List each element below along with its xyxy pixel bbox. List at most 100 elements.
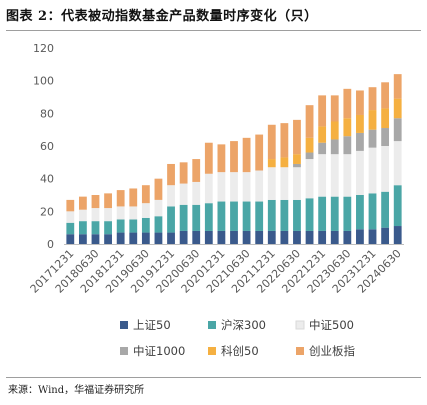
bar-segment	[217, 172, 226, 202]
bar-segment	[381, 82, 390, 109]
bar-segment	[368, 147, 377, 194]
legend-swatch	[296, 347, 304, 355]
bar-segment	[305, 137, 314, 153]
bar-segment	[230, 230, 238, 244]
bar-segment	[343, 118, 352, 137]
bar-segment	[179, 162, 188, 184]
bar-segment	[66, 234, 75, 244]
y-tick-label: 0	[47, 238, 54, 251]
bar-segment	[267, 167, 276, 200]
bar-segment	[318, 196, 327, 231]
bar-segment	[66, 199, 75, 212]
bar-segment	[217, 201, 226, 231]
bar-segment	[267, 124, 276, 160]
bar-segment	[204, 173, 213, 204]
y-tick-label: 20	[40, 205, 54, 218]
bar-segment	[66, 211, 75, 223]
bar-segment	[393, 74, 402, 99]
legend-label: 创业板指	[309, 344, 355, 358]
bar-segment	[330, 139, 339, 155]
bar-segment	[330, 95, 339, 122]
bar-segment	[141, 232, 150, 244]
bar-segment	[242, 230, 251, 244]
source-divider	[6, 377, 421, 378]
bar-segment	[154, 178, 163, 200]
bar-segment	[242, 172, 251, 202]
title-divider	[6, 30, 421, 31]
bar-segment	[393, 226, 402, 244]
y-tick-label: 40	[40, 173, 54, 186]
bar-segment	[318, 230, 327, 244]
bar-segment	[293, 119, 301, 155]
bar-segment	[91, 234, 100, 244]
bar-segment	[154, 199, 163, 217]
bar-segment	[129, 219, 138, 233]
x-axis: 2017123120180630201812312019063020191231…	[28, 244, 404, 296]
bar-segment	[356, 90, 364, 115]
bar-segment	[78, 221, 87, 235]
bar-segment	[167, 185, 175, 207]
y-tick-label: 60	[40, 140, 54, 153]
bar-segment	[255, 230, 264, 244]
bar-segment	[192, 181, 201, 205]
bar-segment	[381, 108, 390, 129]
y-tick-label: 100	[33, 75, 54, 88]
bar-segment	[141, 203, 150, 218]
bar-segment	[343, 230, 352, 244]
bar-segment	[116, 190, 125, 207]
bar-segment	[179, 204, 188, 231]
y-tick-label: 120	[33, 42, 54, 55]
bar-segment	[305, 159, 314, 199]
bar-segment	[330, 196, 339, 231]
bar-segment	[204, 142, 213, 174]
bar-segment	[192, 230, 201, 244]
bar-segment	[78, 234, 87, 244]
bar-segment	[293, 230, 301, 244]
bar-segment	[318, 142, 327, 155]
bar-segment	[104, 221, 112, 235]
bar-segment	[255, 170, 264, 202]
bar-segment	[104, 234, 112, 244]
bar-segment	[393, 98, 402, 119]
bar-segment	[116, 232, 125, 244]
bar-segment	[104, 193, 112, 209]
bar-segment	[305, 105, 314, 138]
bar-segment	[91, 221, 100, 235]
bar-segment	[66, 222, 75, 235]
legend-swatch	[208, 347, 216, 355]
bar-segment	[280, 167, 289, 200]
bar-segment	[167, 163, 175, 186]
bar-segment	[343, 88, 352, 119]
bar-segment	[230, 201, 238, 231]
bar-segment	[280, 123, 289, 158]
bar-segment	[204, 230, 213, 244]
bar-segment	[356, 150, 364, 195]
bar-segment	[267, 159, 276, 168]
legend-swatch	[120, 321, 128, 329]
bar-segment	[255, 134, 264, 171]
legend-label: 中证500	[309, 318, 354, 332]
legend-swatch	[208, 321, 216, 329]
legend-label: 中证1000	[133, 344, 185, 358]
bar-segment	[204, 203, 213, 231]
bar-segment	[381, 146, 390, 192]
bar-segment	[343, 196, 352, 231]
bar-segment	[368, 110, 377, 130]
bar-segment	[318, 126, 327, 143]
bar-segment	[368, 229, 377, 244]
bar-segment	[330, 154, 339, 197]
bar-segment	[179, 183, 188, 205]
bar-segment	[267, 230, 276, 244]
bar-segment	[91, 195, 100, 209]
bar-segment	[255, 201, 264, 231]
bar-segment	[242, 137, 251, 173]
y-tick-label: 80	[40, 107, 54, 120]
y-axis: 0 20 40 60 80 100 120	[33, 42, 54, 251]
legend-swatch	[295, 320, 305, 330]
legend-label: 上证50	[133, 318, 171, 332]
legend: 上证50 沪深300 中证500 中证1000 科创50 创业板指	[120, 318, 355, 358]
bar-segment	[305, 198, 314, 231]
bar-segment	[116, 206, 125, 220]
bar-segment	[129, 188, 138, 207]
bar-segment	[154, 232, 163, 244]
